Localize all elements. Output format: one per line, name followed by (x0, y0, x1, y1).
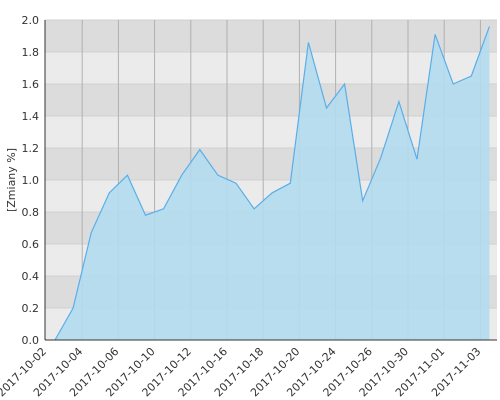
y-tick-label: 0.8 (22, 206, 40, 219)
y-tick-label: 2.0 (22, 14, 40, 27)
grid-band (45, 84, 497, 116)
y-tick-label: 0.2 (22, 302, 40, 315)
y-tick-label: 0.4 (22, 270, 40, 283)
y-tick-label: 0.0 (22, 334, 40, 347)
area-fill (55, 26, 490, 341)
grid-band (45, 20, 497, 52)
y-tick-label: 0.6 (22, 238, 40, 251)
y-tick-label: 1.0 (22, 174, 40, 187)
grid-band (45, 52, 497, 84)
y-tick-label: 1.4 (22, 110, 40, 123)
y-tick-label: 1.2 (22, 142, 40, 155)
y-tick-label: 1.8 (22, 46, 40, 59)
area-line (54, 26, 490, 341)
y-axis-label: [Zmiany %] (5, 148, 18, 212)
y-tick-label: 1.6 (22, 78, 40, 91)
